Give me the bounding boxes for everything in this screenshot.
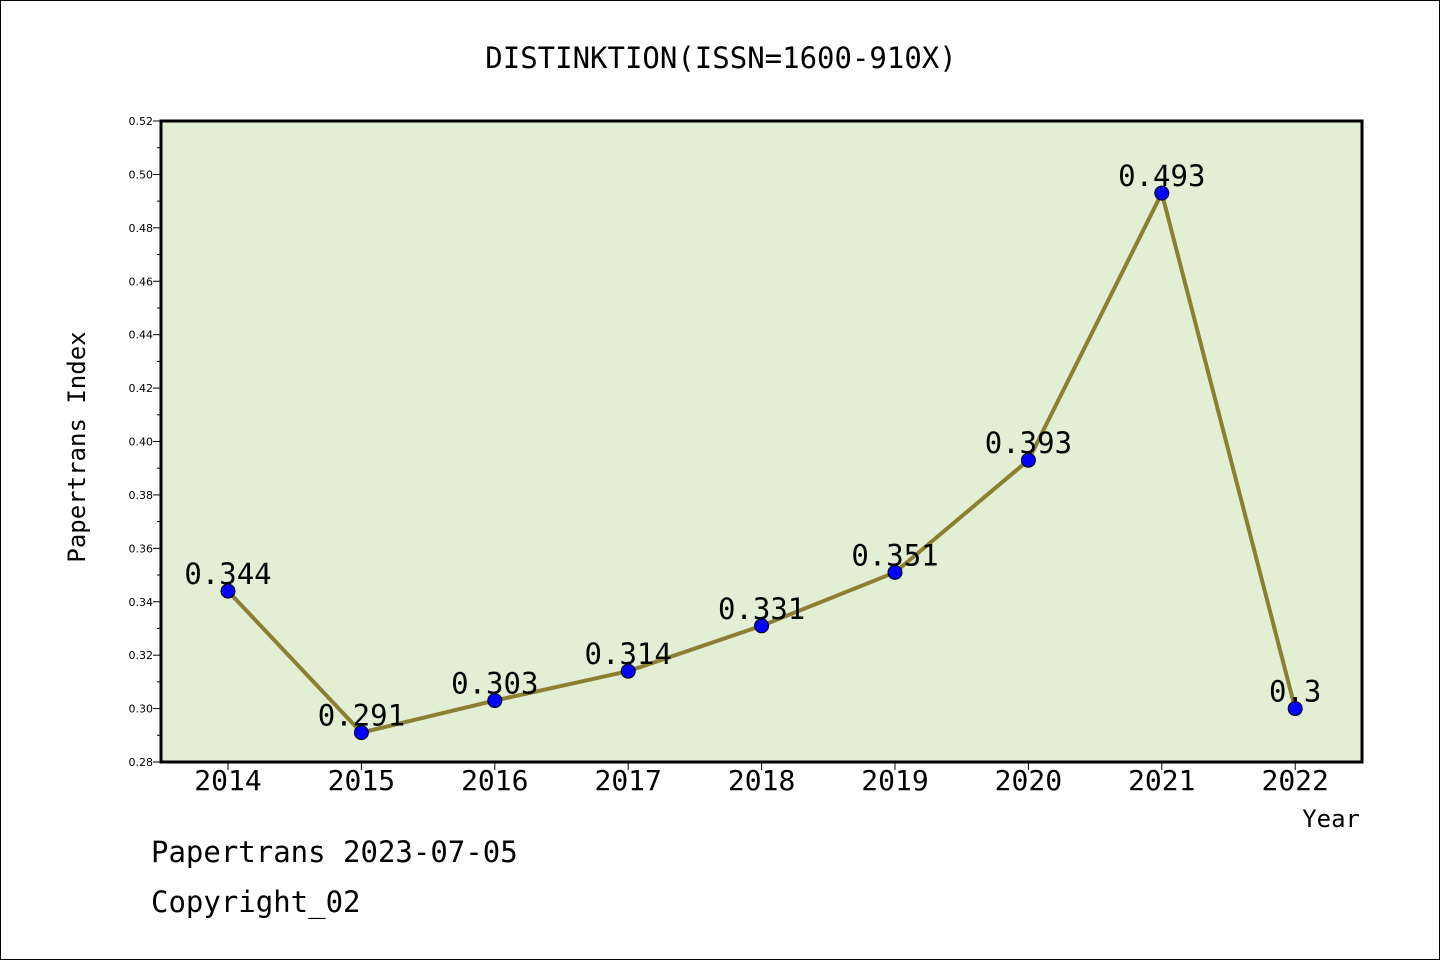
y-axis: 0.28 0.30 0.32 0.34 0.36 0.38 0.40 0.42 0.44 0.46…: [129, 115, 161, 769]
data-point-marker: [1020, 452, 1036, 468]
chart-title: DISTINKTION(ISSN=1600-910X): [485, 41, 956, 75]
y-tick-label: 0.50: [129, 168, 154, 181]
data-point-marker: [1154, 185, 1170, 201]
data-label: 0.314: [585, 637, 672, 671]
footer-date-text: Papertrans 2023-07-05: [151, 835, 518, 869]
data-point-marker: [754, 618, 770, 634]
data-point-marker: [887, 564, 903, 580]
data-label: 0.493: [1118, 159, 1205, 193]
x-tick-label: 2020: [995, 764, 1062, 797]
y-tick-label: 0.34: [129, 596, 154, 609]
y-tick-label: 0.42: [129, 382, 154, 395]
x-tick-label: 2017: [594, 764, 661, 797]
y-tick-label: 0.40: [129, 436, 154, 449]
y-tick-label: 0.36: [129, 542, 154, 555]
data-label: 0.303: [451, 667, 538, 701]
x-tick-label: 2014: [194, 764, 261, 797]
data-point-marker: [353, 725, 369, 741]
x-tick-label: 2015: [328, 764, 395, 797]
y-tick-label: 0.32: [129, 649, 154, 662]
y-axis-label: Papertrans Index: [63, 331, 91, 562]
series-layer: 0.344 0.291 0.303 0.314 0.331 0.351 0.393 0.493…: [184, 159, 1321, 741]
data-point-marker: [1287, 701, 1303, 717]
x-axis-label: Year: [1302, 805, 1360, 833]
x-tick-label: 2021: [1128, 764, 1195, 797]
y-tick-label: 0.48: [129, 222, 154, 235]
plot-area: [159, 119, 1364, 764]
footer-copyright-text: Copyright_02: [151, 885, 361, 919]
x-tick-label: 2022: [1261, 764, 1328, 797]
data-point-marker: [487, 693, 503, 709]
data-label: 0.3: [1269, 675, 1321, 709]
y-tick-label: 0.52: [129, 115, 154, 128]
data-label: 0.344: [184, 557, 271, 591]
y-tick-label: 0.46: [129, 275, 154, 288]
data-label: 0.351: [851, 538, 938, 572]
y-tick-label: 0.30: [129, 703, 154, 716]
data-label: 0.331: [718, 592, 805, 626]
data-point-marker: [620, 663, 636, 679]
x-axis: 2014 2015 2016 2017 2018 2019 2020 2021 2022: [194, 762, 1329, 797]
x-tick-label: 2016: [461, 764, 528, 797]
data-point-marker: [220, 583, 236, 599]
y-tick-label: 0.28: [129, 756, 154, 769]
x-tick-label: 2019: [861, 764, 928, 797]
y-tick-label: 0.44: [129, 329, 154, 342]
data-label: 0.393: [985, 426, 1072, 460]
data-label: 0.291: [318, 699, 405, 733]
x-tick-label: 2018: [728, 764, 795, 797]
y-tick-label: 0.38: [129, 489, 154, 502]
